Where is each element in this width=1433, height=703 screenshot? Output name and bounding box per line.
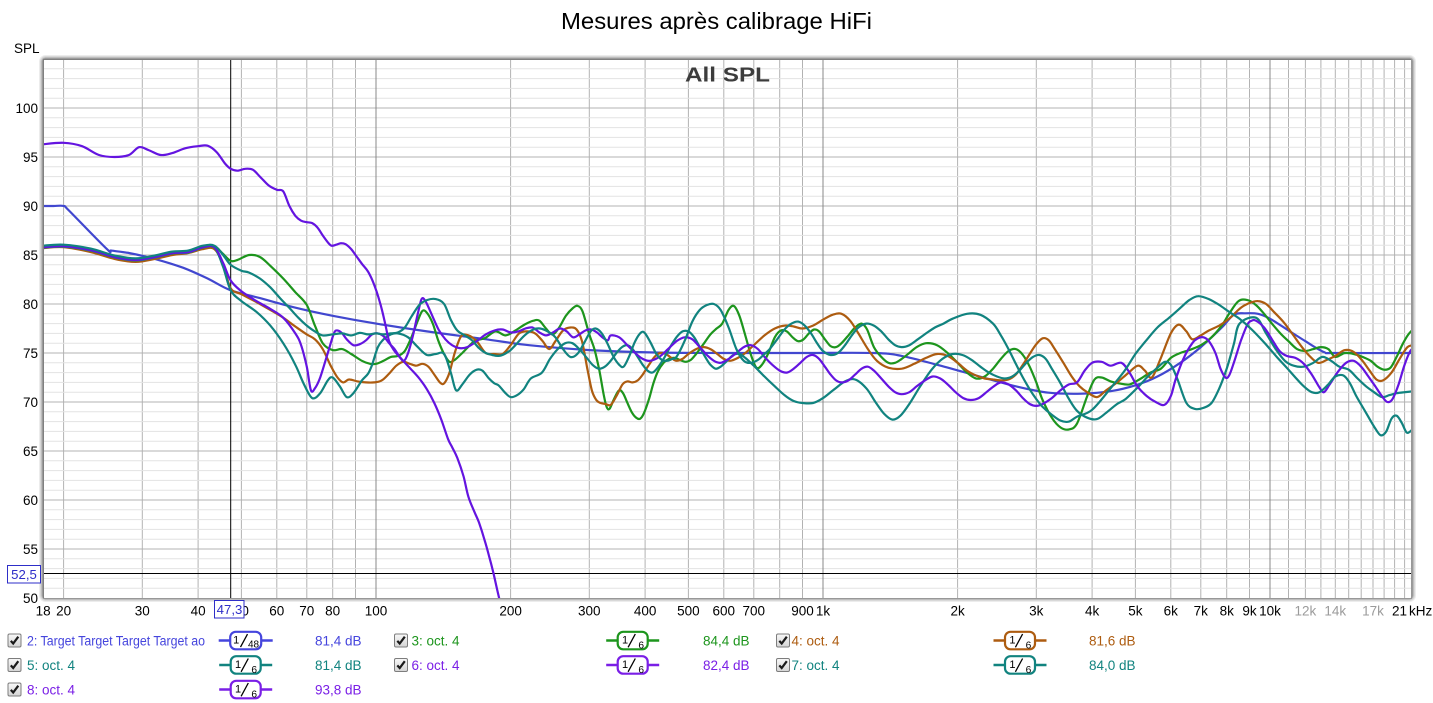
svg-text:400: 400 <box>634 604 657 619</box>
svg-text:2k: 2k <box>950 604 965 619</box>
svg-text:10k: 10k <box>1259 604 1281 619</box>
svg-text:1: 1 <box>233 635 239 647</box>
svg-text:3: oct. 4: 3: oct. 4 <box>412 633 461 648</box>
svg-text:4: oct. 4: 4: oct. 4 <box>792 633 841 648</box>
svg-text:7k: 7k <box>1194 604 1209 619</box>
svg-text:6: 6 <box>251 689 257 700</box>
svg-text:1k: 1k <box>816 604 831 619</box>
svg-text:70: 70 <box>299 604 314 619</box>
svg-text:1: 1 <box>1009 635 1015 647</box>
svg-text:75: 75 <box>23 346 38 361</box>
svg-text:20: 20 <box>56 604 71 619</box>
svg-text:52,5: 52,5 <box>11 567 37 582</box>
svg-text:7: oct. 4: 7: oct. 4 <box>792 658 841 673</box>
svg-text:8k: 8k <box>1220 604 1235 619</box>
svg-text:6k: 6k <box>1164 604 1179 619</box>
svg-text:80: 80 <box>23 297 38 312</box>
svg-text:5k: 5k <box>1128 604 1143 619</box>
svg-text:70: 70 <box>23 395 38 410</box>
svg-text:1: 1 <box>1009 659 1015 671</box>
svg-text:84,0 dB: 84,0 dB <box>1089 658 1136 673</box>
svg-text:300: 300 <box>578 604 601 619</box>
svg-text:65: 65 <box>23 444 38 459</box>
svg-text:12k: 12k <box>1295 604 1317 619</box>
svg-text:50: 50 <box>23 591 38 606</box>
svg-text:81,4 dB: 81,4 dB <box>315 658 362 673</box>
svg-text:82,4 dB: 82,4 dB <box>703 658 750 673</box>
svg-text:4k: 4k <box>1085 604 1100 619</box>
svg-text:8: oct. 4: 8: oct. 4 <box>27 682 76 697</box>
svg-text:6: 6 <box>251 665 257 676</box>
svg-text:60: 60 <box>23 493 38 508</box>
svg-text:1: 1 <box>235 684 241 696</box>
svg-text:700: 700 <box>743 604 766 619</box>
svg-text:100: 100 <box>15 101 38 116</box>
svg-text:6: 6 <box>1026 665 1032 676</box>
svg-text:Mesures après calibrage HiFi: Mesures après calibrage HiFi <box>561 8 872 34</box>
svg-text:500: 500 <box>677 604 700 619</box>
svg-text:55: 55 <box>23 542 38 557</box>
svg-text:SPL: SPL <box>14 41 40 56</box>
svg-text:6: 6 <box>1026 640 1032 651</box>
svg-text:85: 85 <box>23 248 38 263</box>
svg-text:81,6 dB: 81,6 dB <box>1089 633 1136 648</box>
svg-text:600: 600 <box>713 604 736 619</box>
svg-text:18: 18 <box>36 604 51 619</box>
svg-text:21: 21 <box>1392 604 1407 619</box>
svg-text:5: oct. 4: 5: oct. 4 <box>27 658 76 673</box>
svg-text:6: 6 <box>638 640 644 651</box>
svg-text:90: 90 <box>23 199 38 214</box>
svg-text:81,4 dB: 81,4 dB <box>315 633 362 648</box>
svg-text:40: 40 <box>191 604 206 619</box>
svg-text:9k: 9k <box>1242 604 1257 619</box>
svg-text:14k: 14k <box>1324 604 1346 619</box>
svg-text:1: 1 <box>622 635 628 647</box>
svg-text:1: 1 <box>622 659 628 671</box>
svg-text:1: 1 <box>235 659 241 671</box>
svg-text:2: Target Target Target Target: 2: Target Target Target Target ao <box>27 633 205 648</box>
svg-text:3k: 3k <box>1029 604 1044 619</box>
svg-text:200: 200 <box>499 604 522 619</box>
svg-text:900: 900 <box>791 604 814 619</box>
svg-text:84,4 dB: 84,4 dB <box>703 633 750 648</box>
svg-text:48: 48 <box>248 640 260 651</box>
svg-text:100: 100 <box>365 604 388 619</box>
svg-text:47,3: 47,3 <box>217 602 243 617</box>
svg-text:30: 30 <box>135 604 150 619</box>
svg-text:All SPL: All SPL <box>685 65 770 87</box>
svg-text:17k: 17k <box>1362 604 1384 619</box>
svg-text:80: 80 <box>325 604 340 619</box>
svg-text:kHz: kHz <box>1409 604 1432 619</box>
svg-text:6: 6 <box>638 665 644 676</box>
svg-text:93,8 dB: 93,8 dB <box>315 682 362 697</box>
svg-text:60: 60 <box>269 604 284 619</box>
svg-text:6: oct. 4: 6: oct. 4 <box>412 658 461 673</box>
svg-text:95: 95 <box>23 150 38 165</box>
